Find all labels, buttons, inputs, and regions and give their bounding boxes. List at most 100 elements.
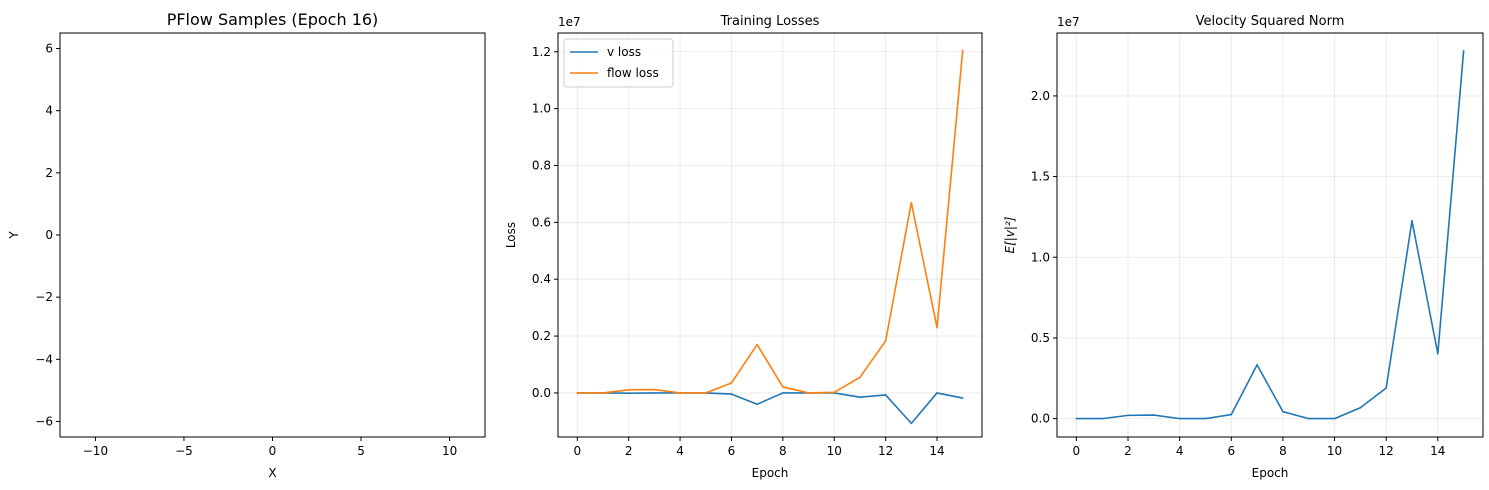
losses-x-tick-label-1: 2 — [625, 444, 633, 458]
losses-series-0-point-6 — [730, 393, 733, 395]
losses-grid — [558, 33, 982, 437]
samples-x-tick-label-1: −5 — [175, 444, 193, 458]
losses-legend-label-0: v loss — [607, 45, 641, 59]
velocity-series-0-point-0 — [1075, 417, 1078, 420]
losses-series-0-point-13 — [910, 422, 913, 425]
losses-series-0-point-7 — [756, 403, 758, 406]
velocity-series-0-point-9 — [1307, 417, 1310, 420]
losses-y-tick-label-1: 0.2 — [532, 329, 551, 343]
losses-y-tick-label-3: 0.6 — [532, 215, 551, 229]
losses-series-1-point-0 — [576, 392, 579, 394]
losses-series-1-point-5 — [704, 392, 707, 394]
samples-x-tick-label-2: 0 — [269, 444, 277, 458]
velocity-x-tick-label-3: 6 — [1227, 444, 1235, 458]
samples-plot-title: PFlow Samples (Epoch 16) — [167, 10, 379, 29]
samples-x-tick-label-3: 5 — [357, 444, 365, 458]
velocity-y-tick-label-1: 0.5 — [1031, 331, 1050, 345]
velocity-series-0-point-12 — [1385, 387, 1387, 389]
samples-plot: PFlow Samples (Epoch 16) −10 −5 0 5 10 −6−4−… — [7, 10, 486, 480]
losses-series-1-point-10 — [833, 391, 836, 394]
samples-x-axis: −10 −5 0 5 10 — [83, 437, 457, 458]
samples-plot-frame — [59, 32, 486, 438]
velocity-series — [1075, 49, 1465, 420]
losses-series-0-point-11 — [859, 396, 861, 398]
losses-x-tick-label-0: 0 — [573, 444, 581, 458]
losses-series-0-point-2 — [627, 392, 630, 395]
losses-series-0-point-12 — [884, 394, 887, 396]
losses-series-1-point-4 — [679, 392, 681, 394]
samples-x-label: X — [268, 466, 276, 480]
samples-y-tick-label-3: 0 — [45, 228, 53, 242]
losses-series-1-point-14 — [936, 326, 938, 329]
losses-x-tick-label-4: 8 — [779, 444, 787, 458]
velocity-series-0-point-1 — [1101, 417, 1103, 420]
losses-x-tick-label-2: 4 — [676, 444, 684, 458]
velocity-series-0-point-15 — [1462, 49, 1465, 52]
losses-y-label: Loss — [504, 222, 518, 248]
losses-series-1-point-1 — [602, 392, 604, 394]
losses-series-1-point-6 — [730, 382, 733, 384]
velocity-series-0-point-3 — [1153, 414, 1155, 416]
velocity-x-tick-label-2: 4 — [1176, 444, 1184, 458]
velocity-x-tick-label-4: 8 — [1279, 444, 1287, 458]
losses-plot-frame — [557, 32, 983, 438]
velocity-y-tick-label-4: 2.0 — [1031, 89, 1050, 103]
losses-x-tick-label-6: 12 — [878, 444, 893, 458]
velocity-series-0-point-11 — [1359, 406, 1362, 409]
velocity-y-axis: 0.0 0.5 1.0 1.5 2.0 — [1031, 89, 1057, 426]
losses-y-tick-label-4: 0.8 — [532, 158, 551, 172]
losses-legend: v loss flow loss — [563, 38, 674, 88]
losses-plot: Training Losses 0 2 4 6 8 10 12 14 0.0 0.2 0.4 0.6… — [504, 14, 983, 480]
velocity-x-tick-label-1: 2 — [1124, 444, 1132, 458]
velocity-series-line-0 — [1076, 50, 1465, 420]
samples-y-tick-label-4: 2 — [45, 166, 53, 180]
velocity-x-tick-label-0: 0 — [1073, 444, 1081, 458]
velocity-plot-title: Velocity Squared Norm — [1196, 14, 1345, 29]
samples-y-label: Y — [7, 231, 21, 240]
velocity-x-tick-label-6: 12 — [1379, 444, 1394, 458]
velocity-grid — [1057, 33, 1483, 437]
losses-series-1-point-2 — [627, 389, 630, 391]
velocity-series-0-point-7 — [1256, 364, 1258, 366]
losses-x-tick-label-7: 14 — [929, 444, 944, 458]
losses-series — [576, 49, 964, 425]
velocity-y-tick-label-2: 1.0 — [1031, 250, 1050, 264]
losses-series-line-1 — [577, 50, 964, 394]
losses-y-tick-label-2: 0.4 — [532, 272, 551, 286]
samples-x-tick-label-4: 10 — [442, 444, 457, 458]
losses-series-1-point-12 — [884, 340, 887, 342]
samples-y-tick-label-0: −6 — [35, 414, 53, 428]
velocity-x-tick-label-7: 14 — [1430, 444, 1445, 458]
losses-y-tick-label-5: 1.0 — [532, 102, 551, 116]
losses-series-0-point-15 — [961, 397, 964, 399]
velocity-series-0-point-2 — [1127, 414, 1129, 417]
losses-y-tick-label-6: 1.2 — [532, 45, 551, 59]
samples-y-axis: −6 −4 −2 0 2 4 6 — [35, 42, 60, 428]
losses-legend-label-1: flow loss — [607, 66, 659, 80]
velocity-plot-frame — [1056, 32, 1484, 438]
losses-series-1-point-11 — [859, 376, 861, 379]
losses-x-tick-label-5: 10 — [827, 444, 842, 458]
velocity-series-0-point-10 — [1333, 417, 1336, 420]
samples-y-tick-label-5: 4 — [45, 104, 53, 118]
losses-x-tick-label-3: 6 — [728, 444, 736, 458]
losses-legend-box — [563, 38, 674, 88]
losses-series-0-point-8 — [782, 392, 784, 394]
velocity-series-0-point-8 — [1282, 410, 1284, 413]
losses-series-1-point-7 — [756, 343, 758, 346]
velocity-y-tick-label-3: 1.5 — [1031, 170, 1050, 184]
losses-series-1-point-8 — [782, 386, 784, 388]
losses-series-1-point-13 — [910, 201, 913, 204]
samples-y-tick-label-2: −2 — [35, 290, 53, 304]
velocity-x-tick-label-5: 10 — [1327, 444, 1342, 458]
losses-x-axis: 0 2 4 6 8 10 12 14 — [573, 437, 945, 458]
losses-series-0-point-14 — [936, 392, 938, 394]
velocity-series-0-point-4 — [1178, 417, 1181, 420]
losses-x-label: Epoch — [752, 466, 789, 480]
losses-plot-title: Training Losses — [720, 14, 820, 29]
velocity-plot: Velocity Squared Norm 0 2 4 6 8 10 12 14 0.0 0.5… — [1003, 14, 1484, 480]
losses-y-tick-label-0: 0.0 — [532, 386, 551, 400]
velocity-x-axis: 0 2 4 6 8 10 12 14 — [1073, 437, 1445, 458]
losses-series-1-point-15 — [961, 49, 964, 52]
